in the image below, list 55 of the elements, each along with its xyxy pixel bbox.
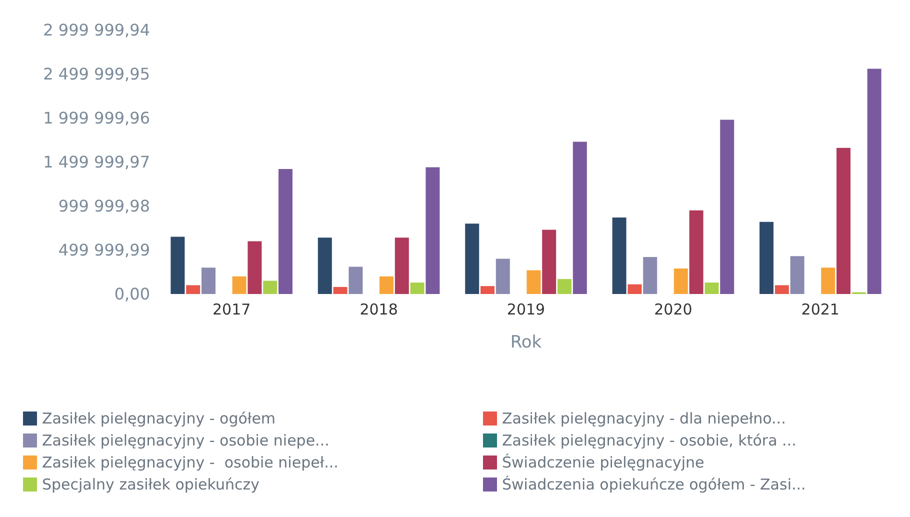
bar (333, 286, 348, 294)
bar (821, 268, 836, 294)
legend-label: Zasiłek pielęgnacyjny - osobie, która ... (502, 432, 796, 450)
bar (394, 238, 409, 294)
bar (526, 270, 541, 294)
bar (480, 286, 494, 294)
y-tick-label: 0,00 (114, 284, 150, 304)
legend-label: Zasiłek pielęgnacyjny - dla niepełno... (502, 410, 786, 428)
y-tick-label: 499 999,99 (58, 240, 150, 260)
bar (867, 68, 882, 294)
bar (248, 241, 262, 294)
bar (790, 256, 804, 294)
y-tick-label: 1 999 999,96 (43, 108, 150, 128)
x-tick-label: 2019 (506, 300, 546, 318)
bar (558, 279, 572, 294)
bar (348, 266, 363, 294)
bar (278, 169, 292, 294)
bar (628, 284, 642, 294)
x-tick-label: 2020 (654, 300, 692, 318)
bar (689, 210, 704, 294)
bar (674, 268, 688, 294)
legend-label: Specjalny zasiłek opiekuńczy (42, 476, 260, 494)
bar (263, 280, 278, 294)
bar (380, 276, 394, 294)
bar (572, 142, 587, 294)
bar (643, 257, 658, 294)
bar (465, 224, 480, 294)
bar (186, 285, 200, 294)
x-tick-label: 2017 (212, 300, 251, 318)
y-tick-label: 2 499 999,95 (43, 64, 150, 84)
legend-label: Zasiłek pielęgnacyjny - ogółem (42, 410, 276, 428)
bar (704, 282, 719, 294)
legend-label: Zasiłek pielęgnacyjny - osobie niepe... (42, 432, 330, 450)
bar (410, 282, 424, 294)
bar (836, 148, 850, 294)
y-tick-label: 1 499 999,97 (43, 152, 150, 172)
x-axis-title: Rok (510, 332, 542, 352)
bar (496, 258, 510, 294)
bar (232, 276, 246, 294)
x-tick-label: 2018 (360, 300, 398, 318)
bar (612, 217, 626, 294)
bar (170, 236, 185, 294)
legend-label: Świadczenia opiekuńcze ogółem - Zasi... (502, 476, 806, 494)
legend-label: Świadczenie pielęgnacyjne (502, 454, 704, 472)
bar (720, 120, 734, 294)
bar (542, 230, 556, 294)
x-tick-label: 2021 (801, 300, 840, 318)
bar (426, 167, 440, 294)
y-tick-label: 999 999,98 (58, 196, 150, 216)
y-tick-label: 2 999 999,94 (43, 20, 150, 40)
legend-label: Zasiłek pielęgnacyjny - osobie niepeł... (42, 454, 338, 472)
bar (318, 238, 332, 294)
bar (774, 285, 789, 294)
bar (202, 268, 216, 294)
bar (760, 222, 774, 294)
